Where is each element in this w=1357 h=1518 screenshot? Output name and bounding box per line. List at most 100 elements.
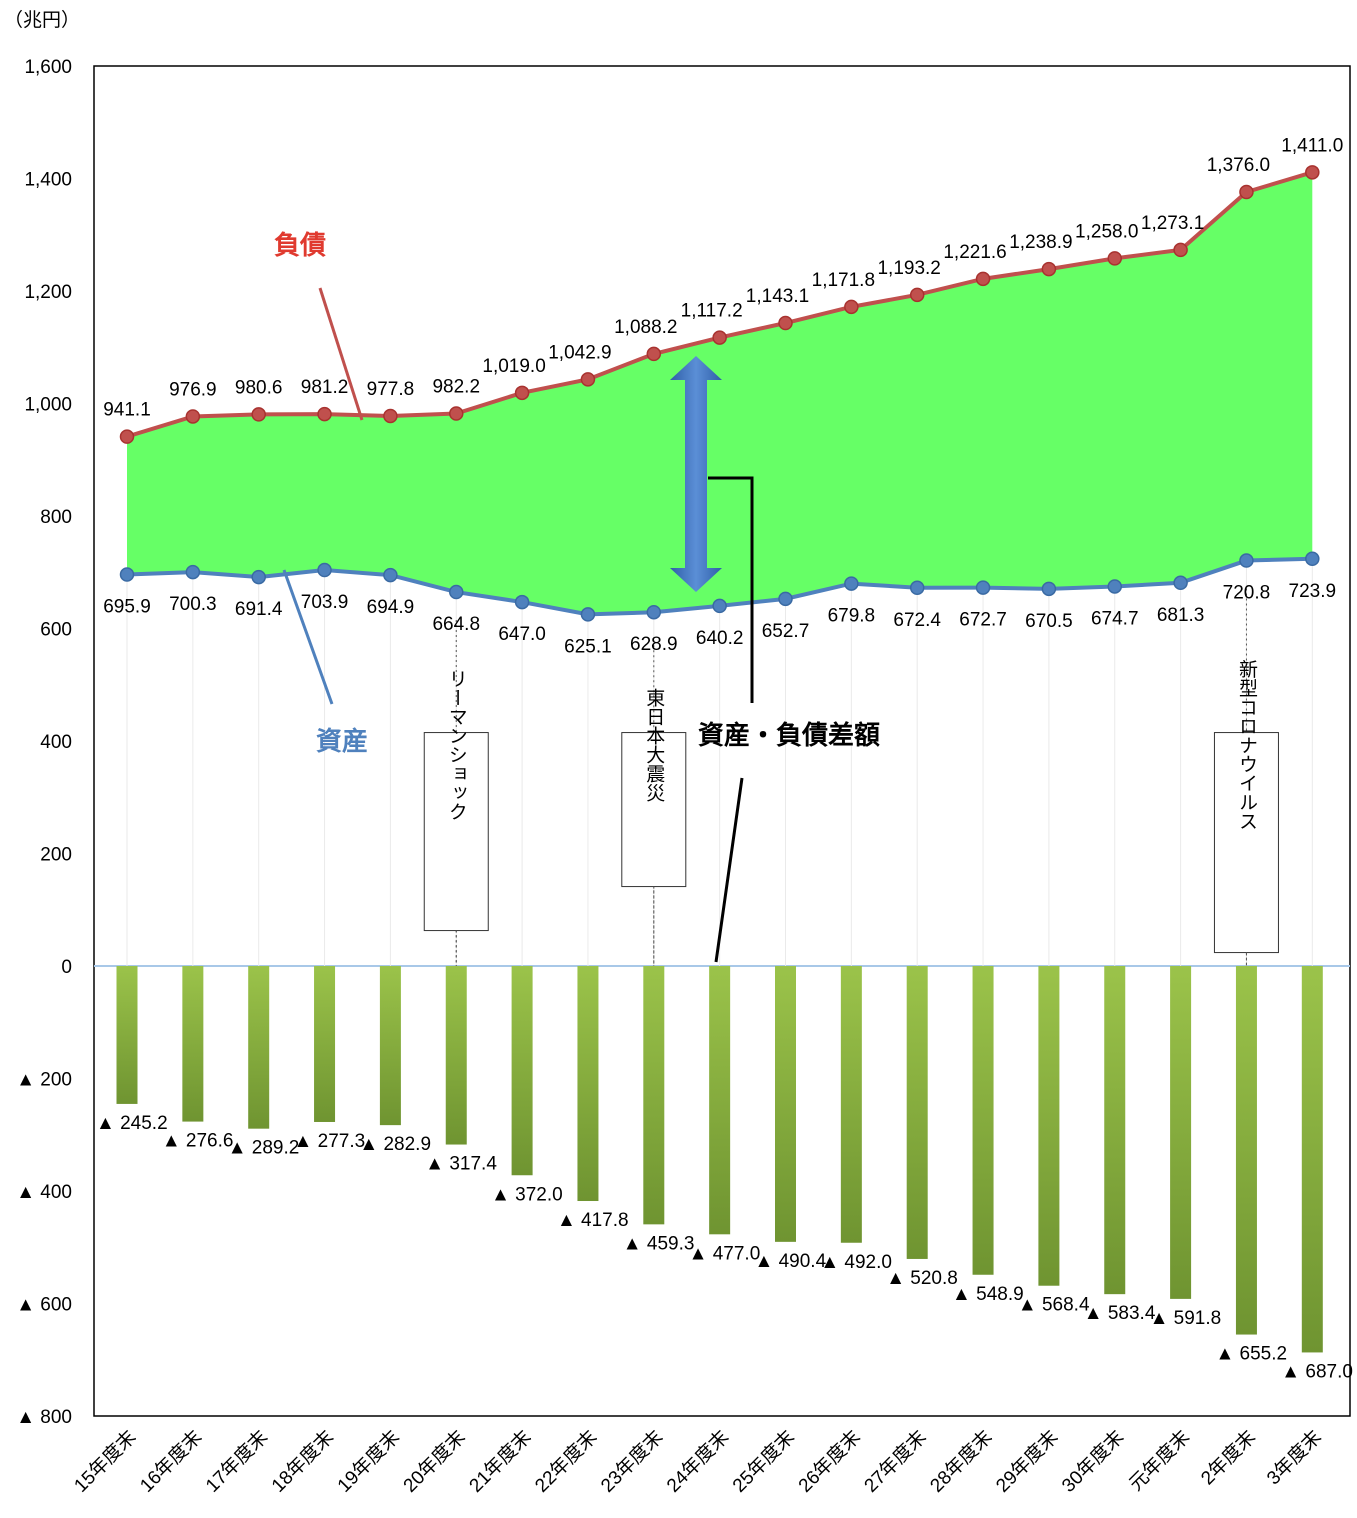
assets-point [119,567,135,582]
assets-point [251,569,266,585]
difference-bar [511,966,533,1176]
assets-value-label: 647.0 [498,624,546,645]
assets-point [185,564,201,580]
series-name-assets: 資産 [316,726,368,756]
difference-value-label: ▲ 591.8 [1150,1308,1222,1329]
x-tick-label: 30年度末 [1057,1426,1128,1497]
difference-bar [906,966,928,1259]
gap-double-arrow [670,356,722,592]
assets-value-label: 652.7 [762,621,810,642]
difference-bar [709,966,731,1235]
assets-value-label: 672.4 [893,610,941,631]
difference-value-label: ▲ 548.9 [952,1284,1024,1305]
assets-point [1239,553,1254,568]
assets-value-label: 625.1 [564,636,612,657]
liabilities-value-label: 1,238.9 [1009,232,1072,253]
assets-value-label: 664.8 [432,614,480,635]
y-tick-label: ▲ 400 [16,1182,72,1203]
difference-bar [643,966,665,1225]
liabilities-value-label: 1,193.2 [877,258,940,279]
leader-line-difference [708,476,754,703]
y-tick-label: 1,000 [24,395,72,416]
assets-point [712,598,727,614]
liabilities-point [119,429,135,444]
liabilities-value-label: 1,117.2 [681,301,743,322]
y-tick-label: ▲ 600 [16,1295,72,1316]
difference-value-label: ▲ 687.0 [1281,1361,1353,1382]
liabilities-point [778,315,793,331]
difference-bar [1170,966,1192,1299]
liabilities-value-label: 1,376.0 [1207,155,1270,176]
difference-bar [445,966,467,1145]
difference-value-label: ▲ 568.4 [1018,1295,1090,1316]
liabilities-point [1107,251,1122,266]
liabilities-value-label: 976.9 [169,379,217,400]
difference-value-label: ▲ 520.8 [886,1268,958,1289]
difference-value-label: ▲ 245.2 [96,1113,168,1134]
x-tick-label: 29年度末 [992,1426,1063,1497]
event-annotation: 東日本大震災 [621,687,687,966]
difference-bar [1235,966,1257,1335]
difference-value-label: ▲ 477.0 [689,1243,761,1264]
liabilities-value-label: 1,171.8 [812,270,875,291]
x-tick-label: 28年度末 [926,1426,997,1497]
leader-line-assets [282,569,334,705]
liabilities-value-label: 1,042.9 [548,342,611,363]
x-tick-label: 20年度末 [399,1426,470,1497]
assets-value-label: 700.3 [169,594,217,615]
assets-value-label: 670.5 [1025,611,1073,632]
assets-value-label: 640.2 [696,628,744,649]
x-tick-label: 22年度末 [531,1426,602,1497]
difference-bar [840,966,862,1243]
liabilities-point [317,406,332,422]
difference-bar [577,966,599,1202]
liabilities-point [1305,165,1320,180]
event-annotation: 新型コロナウイルス [1213,659,1279,966]
assets-point [317,562,332,578]
event-annotations: リーマンショック 東日本大震災 新型コロナウイルス [423,659,1279,966]
y-tick-label: 600 [40,620,72,641]
assets-value-label: 695.9 [103,597,151,618]
y-tick-label: 1,600 [24,57,72,78]
liabilities-value-label: 982.2 [432,377,480,398]
y-axis-ticks: 1,600 1,400 1,200 1,000 800 600 400 200 0 ▲ 200 ▲ … [16,57,1350,1428]
plot-area [93,65,1351,1417]
series-name-difference: 資産・負債差額 [698,720,880,750]
y-tick-label: 400 [40,732,72,753]
x-tick-label: 24年度末 [662,1426,733,1497]
liabilities-value-label: 1,019.0 [482,356,545,377]
y-tick-label: 1,400 [24,170,72,191]
difference-value-label: ▲ 277.3 [294,1131,366,1152]
assets-point [778,591,793,607]
event-annotation-box [621,732,687,888]
assets-value-label: 672.7 [959,610,1007,631]
liabilities-point [844,299,859,315]
liabilities-point [383,408,398,424]
x-axis-ticks: 15年度末16年度末17年度末18年度末19年度末20年度末21年度末22年度末… [70,1426,1326,1497]
liabilities-point [251,407,266,422]
series-markers [119,165,1320,622]
difference-value-label: ▲ 372.0 [491,1184,563,1205]
liabilities-value-label: 1,411.0 [1281,135,1343,156]
gap-fill [126,172,1313,966]
difference-value-label: ▲ 282.9 [359,1134,431,1155]
unit-label: （兆円） [4,9,80,31]
liabilities-point [1173,242,1188,258]
liabilities-value-label: 1,258.0 [1075,221,1138,242]
difference-value-label: ▲ 289.2 [228,1138,300,1159]
difference-bar [1301,966,1323,1353]
x-tick-label: 15年度末 [70,1426,141,1497]
assets-point [1041,581,1057,597]
liabilities-value-label: 977.8 [367,379,415,400]
event-annotation-text: 新型コロナウイルス [1236,659,1258,830]
x-tick-label: 18年度末 [267,1426,338,1497]
difference-bar [775,966,796,1242]
liabilities-point [1239,184,1254,200]
difference-value-label: ▲ 417.8 [557,1210,629,1231]
event-annotation-box [1213,732,1279,954]
difference-bar [248,966,270,1129]
y-tick-label: 0 [61,957,72,978]
x-tick-label: 元年度末 [1125,1426,1194,1495]
assets-point [1107,579,1122,594]
